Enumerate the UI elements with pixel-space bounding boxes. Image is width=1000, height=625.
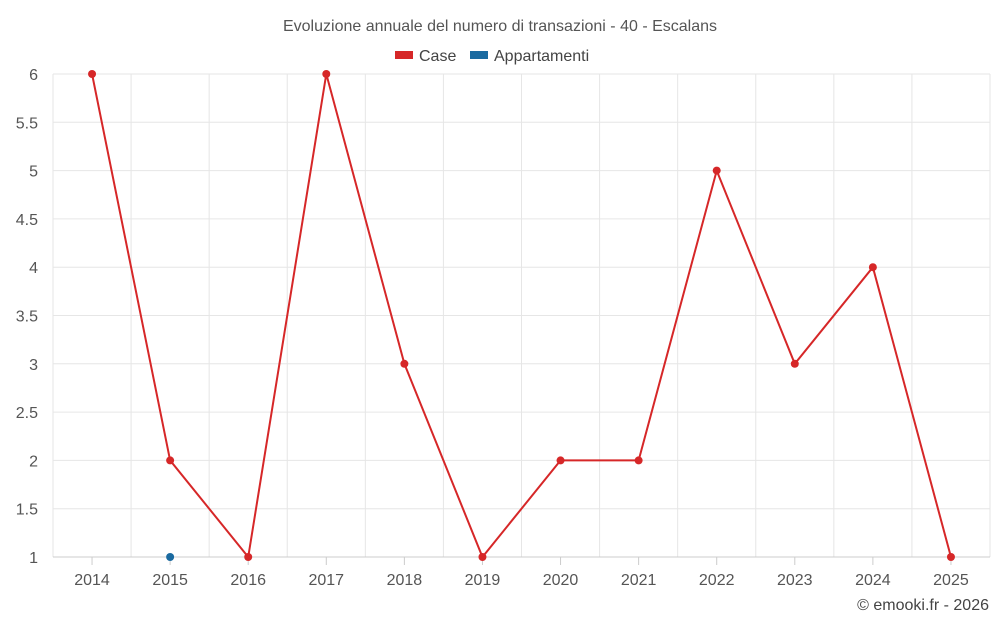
y-tick-label: 3 [29, 357, 38, 374]
data-point-case[interactable] [400, 359, 409, 368]
x-tick-label: 2024 [855, 572, 891, 589]
data-point-case[interactable] [634, 456, 643, 465]
y-tick-label: 4.5 [16, 212, 38, 229]
data-point-case[interactable] [868, 263, 877, 272]
x-tick-label: 2018 [387, 572, 423, 589]
data-point-case[interactable] [946, 553, 955, 561]
data-point-case[interactable] [244, 553, 253, 561]
y-tick-label: 2 [29, 453, 38, 470]
y-tick-label: 4 [29, 260, 38, 277]
axes: 1 1.5 2 2.5 3 3.5 4 4.5 5 5.5 6 2014 2015 2016 2017 201… [16, 67, 990, 589]
x-tick-label: 2014 [74, 572, 110, 589]
legend-swatch-appartamenti [470, 51, 488, 59]
x-tick-label: 2016 [230, 572, 266, 589]
data-point-case[interactable] [88, 70, 97, 78]
legend-label-appartamenti: Appartamenti [494, 48, 589, 65]
data-point-case[interactable] [478, 553, 487, 561]
data-point-appartamenti[interactable] [166, 553, 175, 561]
x-tick-label: 2025 [933, 572, 969, 589]
x-tick-label: 2017 [308, 572, 344, 589]
x-tick-label: 2022 [699, 572, 735, 589]
y-tick-label: 3.5 [16, 309, 38, 326]
legend-item-appartamenti[interactable]: Appartamenti [470, 48, 589, 65]
y-tick-label: 5.5 [16, 115, 38, 132]
y-tick-label: 1.5 [16, 502, 38, 519]
series [88, 70, 955, 561]
chart-title: Evoluzione annuale del numero di transaz… [283, 18, 717, 35]
y-tick-label: 1 [29, 550, 38, 567]
data-point-case[interactable] [322, 70, 331, 78]
y-tick-label: 5 [29, 164, 38, 181]
legend-swatch-case [395, 51, 413, 59]
x-tick-label: 2023 [777, 572, 813, 589]
data-point-case[interactable] [166, 456, 175, 465]
x-tick-label: 2020 [543, 572, 579, 589]
legend-label-case: Case [419, 48, 456, 65]
data-point-case[interactable] [790, 359, 799, 368]
data-point-case[interactable] [712, 166, 721, 175]
x-tick-label: 2021 [621, 572, 657, 589]
credit: © emooki.fr - 2026 [857, 597, 989, 614]
x-tick-label: 2015 [152, 572, 188, 589]
y-tick-label: 2.5 [16, 405, 38, 422]
x-tick-label: 2019 [465, 572, 501, 589]
series-line-case [91, 73, 952, 560]
data-point-case[interactable] [556, 456, 565, 465]
legend: Case Appartamenti [395, 48, 589, 65]
y-tick-label: 6 [29, 67, 38, 84]
legend-item-case[interactable]: Case [395, 48, 456, 65]
grid [52, 73, 991, 558]
